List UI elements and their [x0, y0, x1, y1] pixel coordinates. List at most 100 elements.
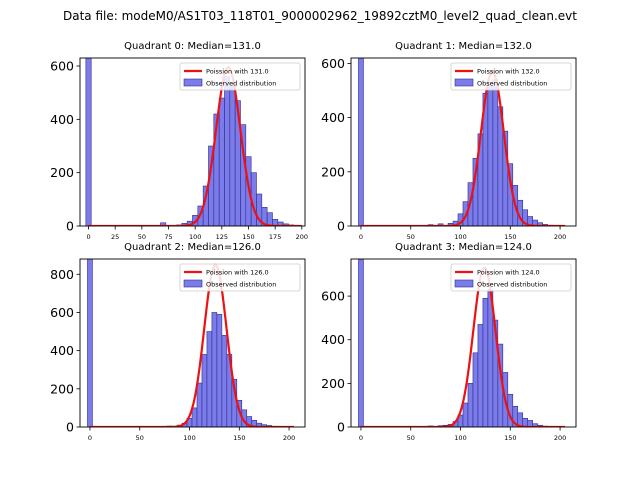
- panel-title: Quadrant 2: Median=126.0: [124, 242, 261, 253]
- panel-title: Quadrant 3: Median=124.0: [395, 242, 532, 253]
- histogram-bar: [160, 222, 167, 226]
- y-tick-label: 0: [337, 219, 345, 234]
- y-tick-label: 0: [66, 420, 74, 435]
- histogram-bar: [358, 58, 364, 226]
- quadrant-1-plot-area: [358, 58, 566, 226]
- histogram-bar: [191, 407, 198, 427]
- y-tick-label: 600: [50, 305, 74, 320]
- histogram-bar: [482, 297, 489, 427]
- legend: Poission with 131.0 Observed distribution: [179, 62, 301, 91]
- legend-label-poisson: Poission with 124.0: [477, 269, 540, 277]
- quadrant-3-chart: Quadrant 3: Median=124.0 0 50 100 150 200 0 200…: [321, 242, 577, 442]
- quadrant-2-chart: Quadrant 2: Median=126.0 0 50 100 150 200 0 200…: [50, 242, 306, 442]
- legend-bar-swatch: [183, 279, 203, 288]
- x-tick-label: 100: [454, 233, 466, 241]
- y-tick-label: 0: [66, 219, 74, 234]
- y-tick-label: 400: [50, 343, 74, 358]
- y-tick-label: 200: [50, 165, 74, 180]
- x-tick-label: 0: [88, 434, 92, 442]
- quadrant-3-plot-area: [358, 259, 566, 427]
- histogram-bar: [216, 314, 223, 427]
- quadrant-1-chart: Quadrant 1: Median=132.0 0 50 100 150 200 0 200…: [321, 41, 577, 241]
- panel-title: Quadrant 0: Median=131.0: [124, 41, 261, 52]
- x-tick-label: 150: [242, 233, 254, 241]
- x-tick-label: 0: [359, 233, 363, 241]
- y-tick-label: 200: [321, 164, 345, 179]
- histogram-bar: [467, 383, 474, 427]
- y-tick-label: 400: [50, 112, 74, 127]
- legend: Poission with 124.0 Observed distribution: [450, 263, 572, 292]
- y-tick-label: 0: [337, 420, 345, 435]
- x-tick-label: 100: [183, 434, 195, 442]
- legend-label-observed: Observed distribution: [206, 281, 276, 289]
- histogram-bar: [477, 324, 484, 427]
- x-tick-label: 200: [554, 434, 566, 442]
- x-tick-label: 200: [296, 233, 308, 241]
- legend: Poission with 126.0 Observed distribution: [179, 263, 301, 292]
- histogram-bar: [266, 212, 273, 226]
- x-tick-label: 50: [136, 434, 144, 442]
- x-tick-label: 125: [216, 233, 228, 241]
- panel-title: Quadrant 1: Median=132.0: [395, 41, 532, 52]
- x-tick-label: 0: [359, 434, 363, 442]
- x-tick-label: 75: [164, 233, 172, 241]
- legend-box: [179, 263, 301, 292]
- y-tick-label: 600: [50, 59, 74, 74]
- legend-box: [179, 62, 301, 91]
- legend-box: [450, 62, 572, 91]
- histogram-bar: [462, 402, 469, 427]
- histogram-bar: [85, 58, 92, 226]
- x-tick-label: 25: [111, 233, 119, 241]
- histogram-bar: [206, 331, 213, 427]
- histogram-bar: [229, 84, 236, 226]
- histogram-bar: [224, 76, 231, 226]
- legend-label-observed: Observed distribution: [206, 80, 276, 88]
- legend-bar-swatch: [454, 78, 474, 87]
- figure-title: Data file: modeM0/AS1T03_118T01_90000029…: [63, 9, 577, 23]
- legend: Poission with 132.0 Observed distribution: [450, 62, 572, 91]
- x-tick-label: 150: [233, 434, 245, 442]
- x-tick-label: 50: [407, 434, 415, 442]
- x-tick-label: 50: [138, 233, 146, 241]
- y-tick-label: 200: [50, 381, 74, 396]
- plot-frame: [350, 258, 577, 428]
- legend-label-poisson: Poission with 126.0: [206, 269, 269, 277]
- x-tick-label: 150: [504, 434, 516, 442]
- x-tick-label: 100: [189, 233, 201, 241]
- x-tick-label: 200: [554, 233, 566, 241]
- x-tick-label: 0: [86, 233, 90, 241]
- y-tick-label: 800: [50, 267, 74, 282]
- histogram-bar: [87, 259, 93, 427]
- plot-frame: [79, 258, 306, 428]
- legend-box: [450, 263, 572, 292]
- histogram-bar: [218, 97, 225, 226]
- plot-frame: [79, 57, 306, 227]
- histogram-bar: [487, 84, 494, 226]
- x-tick-label: 100: [454, 434, 466, 442]
- histogram-bar: [472, 352, 479, 427]
- quadrant-0-plot-area: [85, 58, 302, 226]
- x-tick-label: 200: [283, 434, 295, 442]
- histogram-bar: [221, 335, 228, 427]
- histogram-bar: [196, 382, 203, 427]
- legend-label-observed: Observed distribution: [477, 281, 547, 289]
- histogram-bar: [201, 354, 208, 427]
- poisson-curve: [360, 70, 566, 226]
- y-tick-label: 600: [321, 289, 345, 304]
- histogram-bar: [492, 79, 499, 226]
- legend-label-poisson: Poission with 132.0: [477, 68, 540, 76]
- x-tick-label: 175: [269, 233, 281, 241]
- legend-label-poisson: Poission with 131.0: [206, 68, 269, 76]
- y-tick-label: 400: [321, 110, 345, 125]
- y-tick-label: 600: [321, 56, 345, 71]
- x-tick-label: 150: [504, 233, 516, 241]
- legend-label-observed: Observed distribution: [477, 80, 547, 88]
- quadrant-0-chart: Quadrant 0: Median=131.0 0 25 50 75 100 125 150…: [50, 41, 308, 241]
- histogram-bar: [211, 312, 218, 427]
- poisson-curve: [88, 66, 302, 226]
- legend-bar-swatch: [454, 279, 474, 288]
- legend-bar-swatch: [183, 78, 203, 87]
- plot-frame: [350, 57, 577, 227]
- histogram-bar: [358, 259, 364, 427]
